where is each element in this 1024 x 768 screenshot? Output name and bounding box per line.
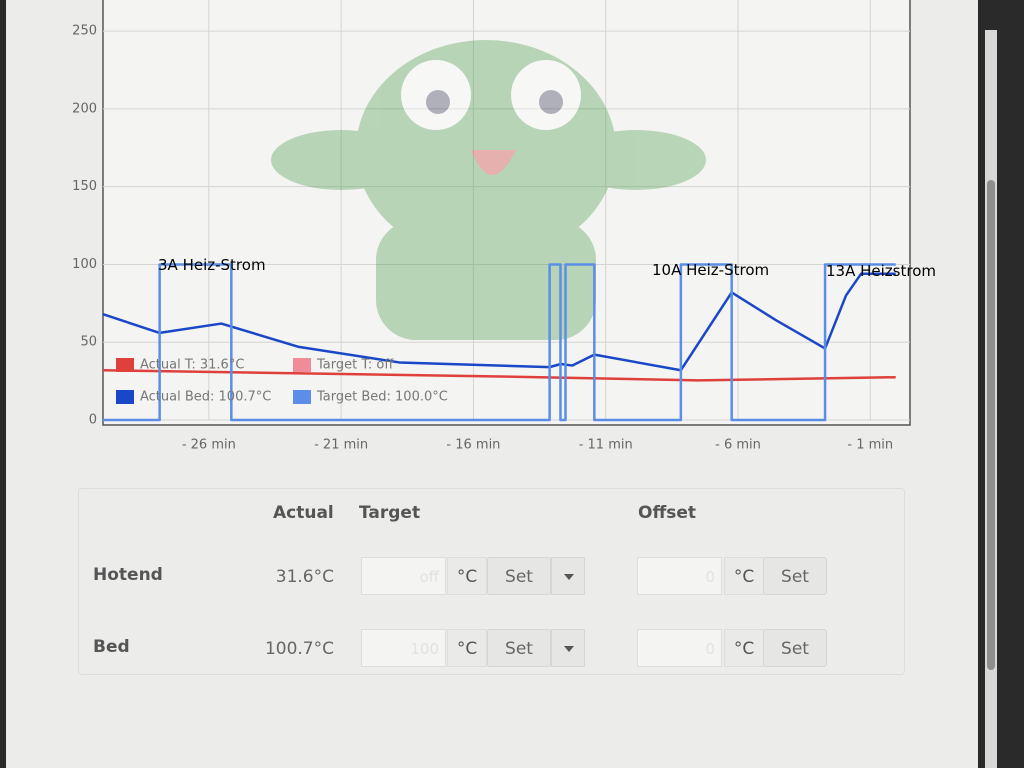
temperature-panel: Actual Target Offset Hotend 31.6°C off °C Set 0 °… xyxy=(78,488,905,675)
set-button[interactable]: Set xyxy=(487,557,551,595)
y-tick-label: 150 xyxy=(72,179,97,194)
x-tick-label: - 1 min xyxy=(847,438,893,453)
unit: °C xyxy=(724,557,764,595)
y-tick-label: 200 xyxy=(72,101,97,116)
legend-swatch xyxy=(116,390,134,404)
column-header: Target xyxy=(359,503,421,523)
scrollbar[interactable] xyxy=(985,30,997,768)
x-tick-label: - 26 min xyxy=(182,438,236,453)
set-button[interactable]: Set xyxy=(763,557,827,595)
set-button[interactable]: Set xyxy=(763,629,827,667)
row-label: Bed xyxy=(93,637,130,657)
unit: °C xyxy=(724,629,764,667)
target-input[interactable]: off xyxy=(361,557,446,595)
row-label: Hotend xyxy=(93,565,163,585)
series-line xyxy=(102,368,896,382)
legend-swatch xyxy=(293,390,311,404)
scroll-thumb[interactable] xyxy=(987,180,995,670)
x-tick-label: - 11 min xyxy=(579,438,633,453)
x-tick-label: - 16 min xyxy=(446,438,500,453)
actual-temp: 31.6°C xyxy=(275,567,334,587)
annotation: 3A Heiz-Strom xyxy=(158,256,266,274)
logo xyxy=(271,40,706,340)
y-tick-label: 250 xyxy=(72,24,97,39)
annotation: 10A Heiz-Strom xyxy=(652,261,769,279)
target-input[interactable]: 100 xyxy=(361,629,446,667)
dropdown-button[interactable] xyxy=(551,557,585,595)
actual-temp: 100.7°C xyxy=(264,639,334,659)
set-button[interactable]: Set xyxy=(487,629,551,667)
unit: °C xyxy=(447,557,487,595)
series-line xyxy=(102,272,896,372)
offset-input[interactable]: 0 xyxy=(637,629,722,667)
plot-area xyxy=(102,0,911,426)
x-tick-label: - 21 min xyxy=(314,438,368,453)
screen: 0 50 100 150 200 250 - 26 min - 21 min - 16 min -… xyxy=(6,0,978,768)
unit: °C xyxy=(447,629,487,667)
y-tick-label: 0 xyxy=(89,413,97,428)
x-tick-label: - 6 min xyxy=(715,438,761,453)
legend-label: Actual T: 31.6°C xyxy=(140,358,244,373)
legend-label: Target T: off xyxy=(316,358,394,373)
legend-swatch xyxy=(293,358,311,372)
legend-swatch xyxy=(116,358,134,372)
legend-label: Actual Bed: 100.7°C xyxy=(140,390,271,405)
legend-label: Target Bed: 100.0°C xyxy=(316,390,448,405)
annotation: 13A Heizstrom xyxy=(826,262,936,280)
column-header: Offset xyxy=(638,503,696,523)
dropdown-button[interactable] xyxy=(551,629,585,667)
offset-input[interactable]: 0 xyxy=(637,557,722,595)
column-header: Actual xyxy=(273,503,334,523)
y-tick-label: 50 xyxy=(80,335,97,350)
series-line xyxy=(103,263,896,422)
y-tick-label: 100 xyxy=(72,257,97,272)
chart: 0 50 100 150 200 250 - 26 min - 21 min - 16 min -… xyxy=(72,0,936,453)
